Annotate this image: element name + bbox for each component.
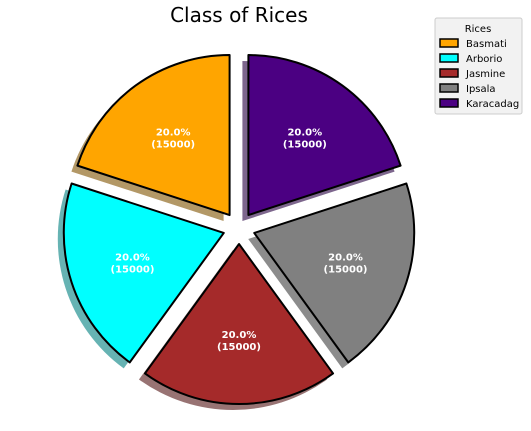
legend-title: Rices [465, 24, 492, 35]
slice-count-label-jasmine: (15000) [217, 342, 261, 353]
slice-count-label-arborio: (15000) [111, 265, 155, 276]
slice-percent-label-karacadag: 20.0% [287, 127, 322, 138]
legend: Rices Basmati Arborio Jasmine Ipsala Karacad… [434, 17, 523, 115]
slice-count-label-karacadag: (15000) [283, 139, 327, 150]
pie-slice-jasmine [143, 243, 335, 406]
chart-title: Class of Rices [170, 3, 308, 27]
legend-label-arborio: Arborio [466, 54, 502, 65]
pie-slice-ipsala [253, 182, 416, 364]
legend-swatch-ipsala [439, 83, 459, 93]
legend-swatch-basmati [439, 38, 459, 48]
slice-count-label-ipsala: (15000) [324, 265, 368, 276]
legend-swatch-jasmine [439, 68, 459, 78]
slice-labels: 20.0%(15000)20.0%(15000)20.0%(15000)20.0… [111, 127, 368, 353]
slice-percent-label-arborio: 20.0% [115, 253, 150, 264]
pie-slice-karacadag [247, 54, 402, 217]
legend-label-karacadag: Karacadag [466, 99, 519, 110]
legend-label-ipsala: Ipsala [466, 84, 496, 95]
legend-label-basmati: Basmati [466, 39, 507, 50]
slice-percent-label-basmati: 20.0% [156, 127, 191, 138]
slice-count-label-basmati: (15000) [151, 139, 195, 150]
pie-slice-arborio [62, 182, 225, 364]
legend-swatch-arborio [439, 53, 459, 63]
pie-slice-basmati [76, 54, 231, 217]
legend-swatch-karacadag [439, 98, 459, 108]
pie-slices [62, 54, 416, 406]
legend-label-jasmine: Jasmine [465, 69, 505, 80]
slice-percent-label-ipsala: 20.0% [328, 253, 363, 264]
slice-percent-label-jasmine: 20.0% [222, 330, 257, 341]
